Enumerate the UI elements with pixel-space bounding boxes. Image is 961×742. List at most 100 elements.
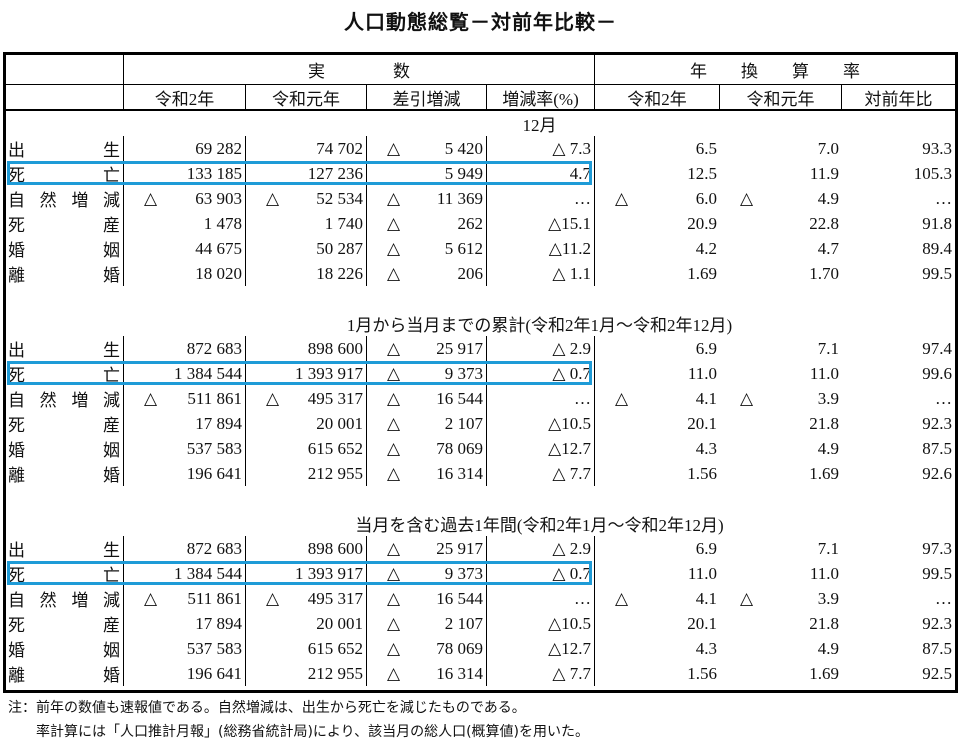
- table-cell: 20.1: [687, 413, 717, 433]
- table-cell: 22.8: [809, 213, 839, 233]
- table-cell: △ 9 373: [367, 361, 487, 386]
- table-cell: 50 287: [246, 236, 367, 261]
- table-cell: 17 894: [124, 411, 246, 436]
- table-cell: △10.5: [487, 611, 595, 636]
- row-label-char: 婚: [103, 666, 120, 685]
- cell-value: 511 861: [187, 588, 242, 608]
- table-cell: △ 5 612: [367, 236, 487, 261]
- cell-value: 6.0: [695, 188, 717, 208]
- row-label-char: 死: [8, 366, 25, 385]
- table-cell: 21.8: [809, 413, 839, 433]
- note-line-2: 率計算には「人口推計月報」(総務省統計局)により、該当月の総人口(概算値)を用い…: [8, 724, 590, 740]
- decrease-triangle-icon: △: [387, 213, 401, 233]
- cell-value: 16 314: [436, 663, 483, 683]
- cell-value: 511 861: [187, 388, 242, 408]
- row-label: 死亡: [6, 361, 124, 386]
- decrease-triangle-icon: △: [387, 388, 401, 408]
- row-label-char: 産: [103, 216, 120, 235]
- table-cell: 1.56: [687, 663, 717, 683]
- row-label-char: 亡: [103, 366, 120, 385]
- table-cell: △ 16 544: [367, 586, 487, 611]
- header-corner: [6, 55, 124, 109]
- table-cell: 4.9: [817, 438, 839, 458]
- table-cell: 212 955: [246, 461, 367, 486]
- row-label: 出生: [6, 536, 124, 561]
- table-cell: 17 894: [124, 611, 246, 636]
- decrease-triangle-icon: △: [387, 338, 401, 358]
- table-cell: 212 955: [246, 661, 367, 686]
- decrease-triangle-icon: △: [615, 588, 629, 608]
- table-cell: △ 7.3: [487, 136, 595, 161]
- row-label-char: 婚: [8, 641, 25, 660]
- table-cell: 898 600: [246, 536, 367, 561]
- cell-value: 4.9: [817, 188, 839, 208]
- column-header: 対前年比: [864, 89, 933, 109]
- row-label-char: 死: [8, 166, 25, 185]
- table-cell: △ 4.1: [595, 386, 720, 411]
- table-cell: △ 7.7: [487, 461, 595, 486]
- decrease-triangle-icon: △: [615, 388, 629, 408]
- row-label: 婚姻: [6, 436, 124, 461]
- row-label: 離婚: [6, 261, 124, 286]
- table-cell: 1.56: [687, 463, 717, 483]
- row-label: 死亡: [6, 561, 124, 586]
- decrease-triangle-icon: △: [266, 188, 280, 208]
- decrease-triangle-icon: △: [266, 388, 280, 408]
- cell-value: 495 317: [307, 588, 363, 608]
- row-label-char: 婚: [103, 466, 120, 485]
- table-cell: …: [487, 186, 595, 211]
- row-label-char: 亡: [103, 566, 120, 585]
- row-label-char: 婚: [8, 241, 25, 260]
- row-label-char: 姻: [103, 241, 120, 260]
- table-cell: 4.7: [487, 161, 595, 186]
- table-cell: 1.69: [809, 463, 839, 483]
- table-body: 12月出生 69 282 74 702 △ 5 420 △ 7.3 6.5 7.0 93.3 死亡…: [6, 111, 955, 686]
- table-cell: 11.0: [809, 563, 839, 583]
- table-cell: 1 384 544: [124, 561, 246, 586]
- cell-value: 5 612: [444, 238, 483, 258]
- table-cell: 1 478: [124, 211, 246, 236]
- table-cell: …: [487, 586, 595, 611]
- table-cell: 196 641: [124, 461, 246, 486]
- table-row: 死産 17 894 20 001 △ 2 107 △10.5 20.1 21.8 92.3: [6, 611, 955, 636]
- table-cell: 18 226: [246, 261, 367, 286]
- decrease-triangle-icon: △: [387, 138, 401, 158]
- cell-value: 78 069: [436, 438, 483, 458]
- row-label-char: 増: [71, 191, 89, 210]
- row-label-char: 減: [102, 391, 120, 410]
- cell-value: 25 917: [436, 338, 483, 358]
- cell-value: 2 107: [444, 613, 483, 633]
- table-cell: 6.9: [695, 538, 717, 558]
- cell-value: 5 420: [444, 138, 483, 158]
- decrease-triangle-icon: △: [144, 388, 158, 408]
- table-cell: 6.9: [695, 338, 717, 358]
- table-cell: 99.5: [922, 263, 952, 283]
- table-cell: △ 2 107: [367, 611, 487, 636]
- table-cell: 7.1: [817, 538, 839, 558]
- decrease-triangle-icon: △: [387, 413, 401, 433]
- decrease-triangle-icon: △: [387, 588, 401, 608]
- table-row: 自然増減 △ 511 861 △ 495 317 △ 16 544… △ 4.1 △ 3.9…: [6, 386, 955, 411]
- table-row: 離婚 196 641 212 955 △ 16 314 △ 7.7 1.56 1.69 92.6: [6, 461, 955, 486]
- table-cell: 97.3: [922, 538, 952, 558]
- row-label: 出生: [6, 136, 124, 161]
- cell-value: 63 903: [195, 188, 242, 208]
- table-cell: 11.0: [809, 363, 839, 383]
- table-cell: 11.0: [687, 363, 717, 383]
- table-row: 自然増減 △ 63 903 △ 52 534 △ 11 369… △ 6.0 △ 4.9…: [6, 186, 955, 211]
- cell-value: 16 314: [436, 463, 483, 483]
- row-label-char: 婚: [103, 266, 120, 285]
- table-cell: △ 78 069: [367, 436, 487, 461]
- table-cell: 1.70: [809, 263, 839, 283]
- table-cell: 93.3: [922, 138, 952, 158]
- table-cell: 99.6: [922, 363, 952, 383]
- table-cell: △ 63 903: [124, 186, 246, 211]
- header-group-rate: 年 換 算 率: [690, 62, 860, 81]
- row-label-char: 死: [8, 216, 25, 235]
- cell-value: 206: [457, 263, 484, 283]
- cell-value: 52 534: [316, 188, 363, 208]
- table-cell: △12.7: [487, 436, 595, 461]
- cell-value: 262: [457, 213, 484, 233]
- table-cell: 898 600: [246, 336, 367, 361]
- cell-value: 16 544: [436, 388, 483, 408]
